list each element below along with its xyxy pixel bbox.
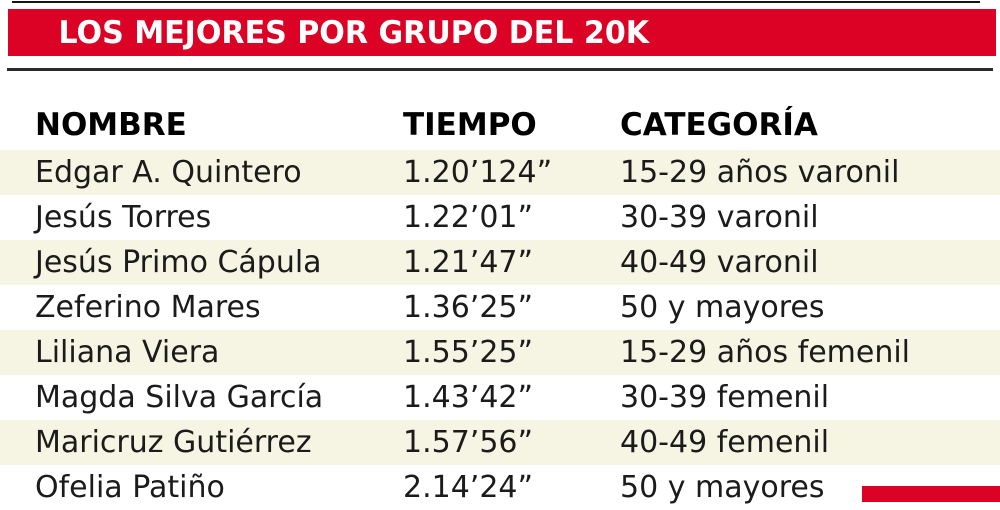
table-row: Magda Silva García 1.43’42” 30-39 femenil bbox=[0, 375, 1000, 420]
time-cell-text: 1.57’56” bbox=[403, 425, 534, 460]
category-cell-text: 30-39 femenil bbox=[620, 380, 830, 415]
category-cell: 30-39 femenil bbox=[620, 375, 1000, 420]
time-cell: 1.55’25” bbox=[400, 330, 620, 375]
runner-name-cell-text: Liliana Viera bbox=[35, 335, 220, 370]
runner-name-cell: Magda Silva García bbox=[0, 375, 400, 420]
header-row: NOMBRE TIEMPO CATEGORÍA bbox=[0, 100, 1000, 150]
runner-name-cell: Edgar A. Quintero bbox=[0, 150, 400, 195]
top-rule bbox=[12, 1, 980, 3]
runner-name-cell-text: Ofelia Patiño bbox=[35, 470, 225, 505]
runner-name-cell-text: Edgar A. Quintero bbox=[35, 155, 302, 190]
runner-name-cell: Zeferino Mares bbox=[0, 285, 400, 330]
runner-name-cell-text: Zeferino Mares bbox=[35, 290, 261, 325]
category-cell-text: 50 y mayores bbox=[620, 290, 825, 325]
table-row: Liliana Viera 1.55’25” 15-29 años femenil bbox=[0, 330, 1000, 375]
time-cell-text: 1.55’25” bbox=[403, 335, 534, 370]
time-cell: 1.57’56” bbox=[400, 420, 620, 465]
time-cell-text: 1.22’01” bbox=[403, 200, 534, 235]
runner-name-cell: Maricruz Gutiérrez bbox=[0, 420, 400, 465]
table-row: Jesús Primo Cápula 1.21’47” 40-49 varonil bbox=[0, 240, 1000, 285]
table-row: Maricruz Gutiérrez 1.57’56” 40-49 femenil bbox=[0, 420, 1000, 465]
time-cell: 2.14’24” bbox=[400, 465, 620, 510]
results-table-body: Edgar A. Quintero 1.20’124” 15-29 años var… bbox=[0, 150, 1000, 510]
page-title: LOS MEJORES POR GRUPO DEL 20K bbox=[58, 14, 650, 51]
runner-name-cell: Jesús Primo Cápula bbox=[0, 240, 400, 285]
category-cell: 15-29 años varonil bbox=[620, 150, 1000, 195]
category-cell: 50 y mayores bbox=[620, 285, 1000, 330]
time-cell-text: 1.21’47” bbox=[403, 245, 534, 280]
time-cell: 1.43’42” bbox=[400, 375, 620, 420]
column-header-nombre: NOMBRE bbox=[35, 107, 187, 143]
column-header-categoria: CATEGORÍA bbox=[620, 107, 818, 143]
category-cell-text: 40-49 varonil bbox=[620, 245, 819, 280]
table-row: Jesús Torres 1.22’01” 30-39 varonil bbox=[0, 195, 1000, 240]
divider-rule bbox=[7, 68, 993, 71]
table-row: Zeferino Mares 1.36’25” 50 y mayores bbox=[0, 285, 1000, 330]
time-cell: 1.21’47” bbox=[400, 240, 620, 285]
runner-name-cell-text: Jesús Torres bbox=[35, 200, 212, 235]
category-cell-text: 30-39 varonil bbox=[620, 200, 819, 235]
runner-name-cell-text: Maricruz Gutiérrez bbox=[35, 425, 312, 460]
time-cell-text: 1.36’25” bbox=[403, 290, 534, 325]
runner-name-cell-text: Jesús Primo Cápula bbox=[35, 245, 322, 280]
category-cell: 30-39 varonil bbox=[620, 195, 1000, 240]
column-header-tiempo: TIEMPO bbox=[403, 107, 537, 143]
category-cell: 15-29 años femenil bbox=[620, 330, 1000, 375]
runner-name-cell: Ofelia Patiño bbox=[0, 465, 400, 510]
runner-name-cell-text: Magda Silva García bbox=[35, 380, 324, 415]
category-cell-text: 15-29 años varonil bbox=[620, 155, 900, 190]
category-cell-text: 15-29 años femenil bbox=[620, 335, 911, 370]
runner-name-cell: Jesús Torres bbox=[0, 195, 400, 240]
runner-name-cell: Liliana Viera bbox=[0, 330, 400, 375]
bottom-right-red-tab bbox=[862, 486, 1000, 502]
table-row: Ofelia Patiño 2.14’24” 50 y mayores bbox=[0, 465, 1000, 510]
time-cell: 1.36’25” bbox=[400, 285, 620, 330]
results-table: NOMBRE TIEMPO CATEGORÍA Edgar A. Quinter… bbox=[0, 100, 1000, 510]
title-banner: LOS MEJORES POR GRUPO DEL 20K bbox=[8, 9, 996, 56]
category-cell-text: 50 y mayores bbox=[620, 470, 825, 505]
time-cell: 1.22’01” bbox=[400, 195, 620, 240]
category-cell: 40-49 varonil bbox=[620, 240, 1000, 285]
category-cell-text: 40-49 femenil bbox=[620, 425, 830, 460]
category-cell: 50 y mayores bbox=[620, 465, 1000, 510]
table-row: Edgar A. Quintero 1.20’124” 15-29 años var… bbox=[0, 150, 1000, 195]
time-cell-text: 1.20’124” bbox=[403, 155, 553, 190]
time-cell-text: 1.43’42” bbox=[403, 380, 534, 415]
category-cell: 40-49 femenil bbox=[620, 420, 1000, 465]
time-cell-text: 2.14’24” bbox=[403, 470, 534, 505]
time-cell: 1.20’124” bbox=[400, 150, 620, 195]
